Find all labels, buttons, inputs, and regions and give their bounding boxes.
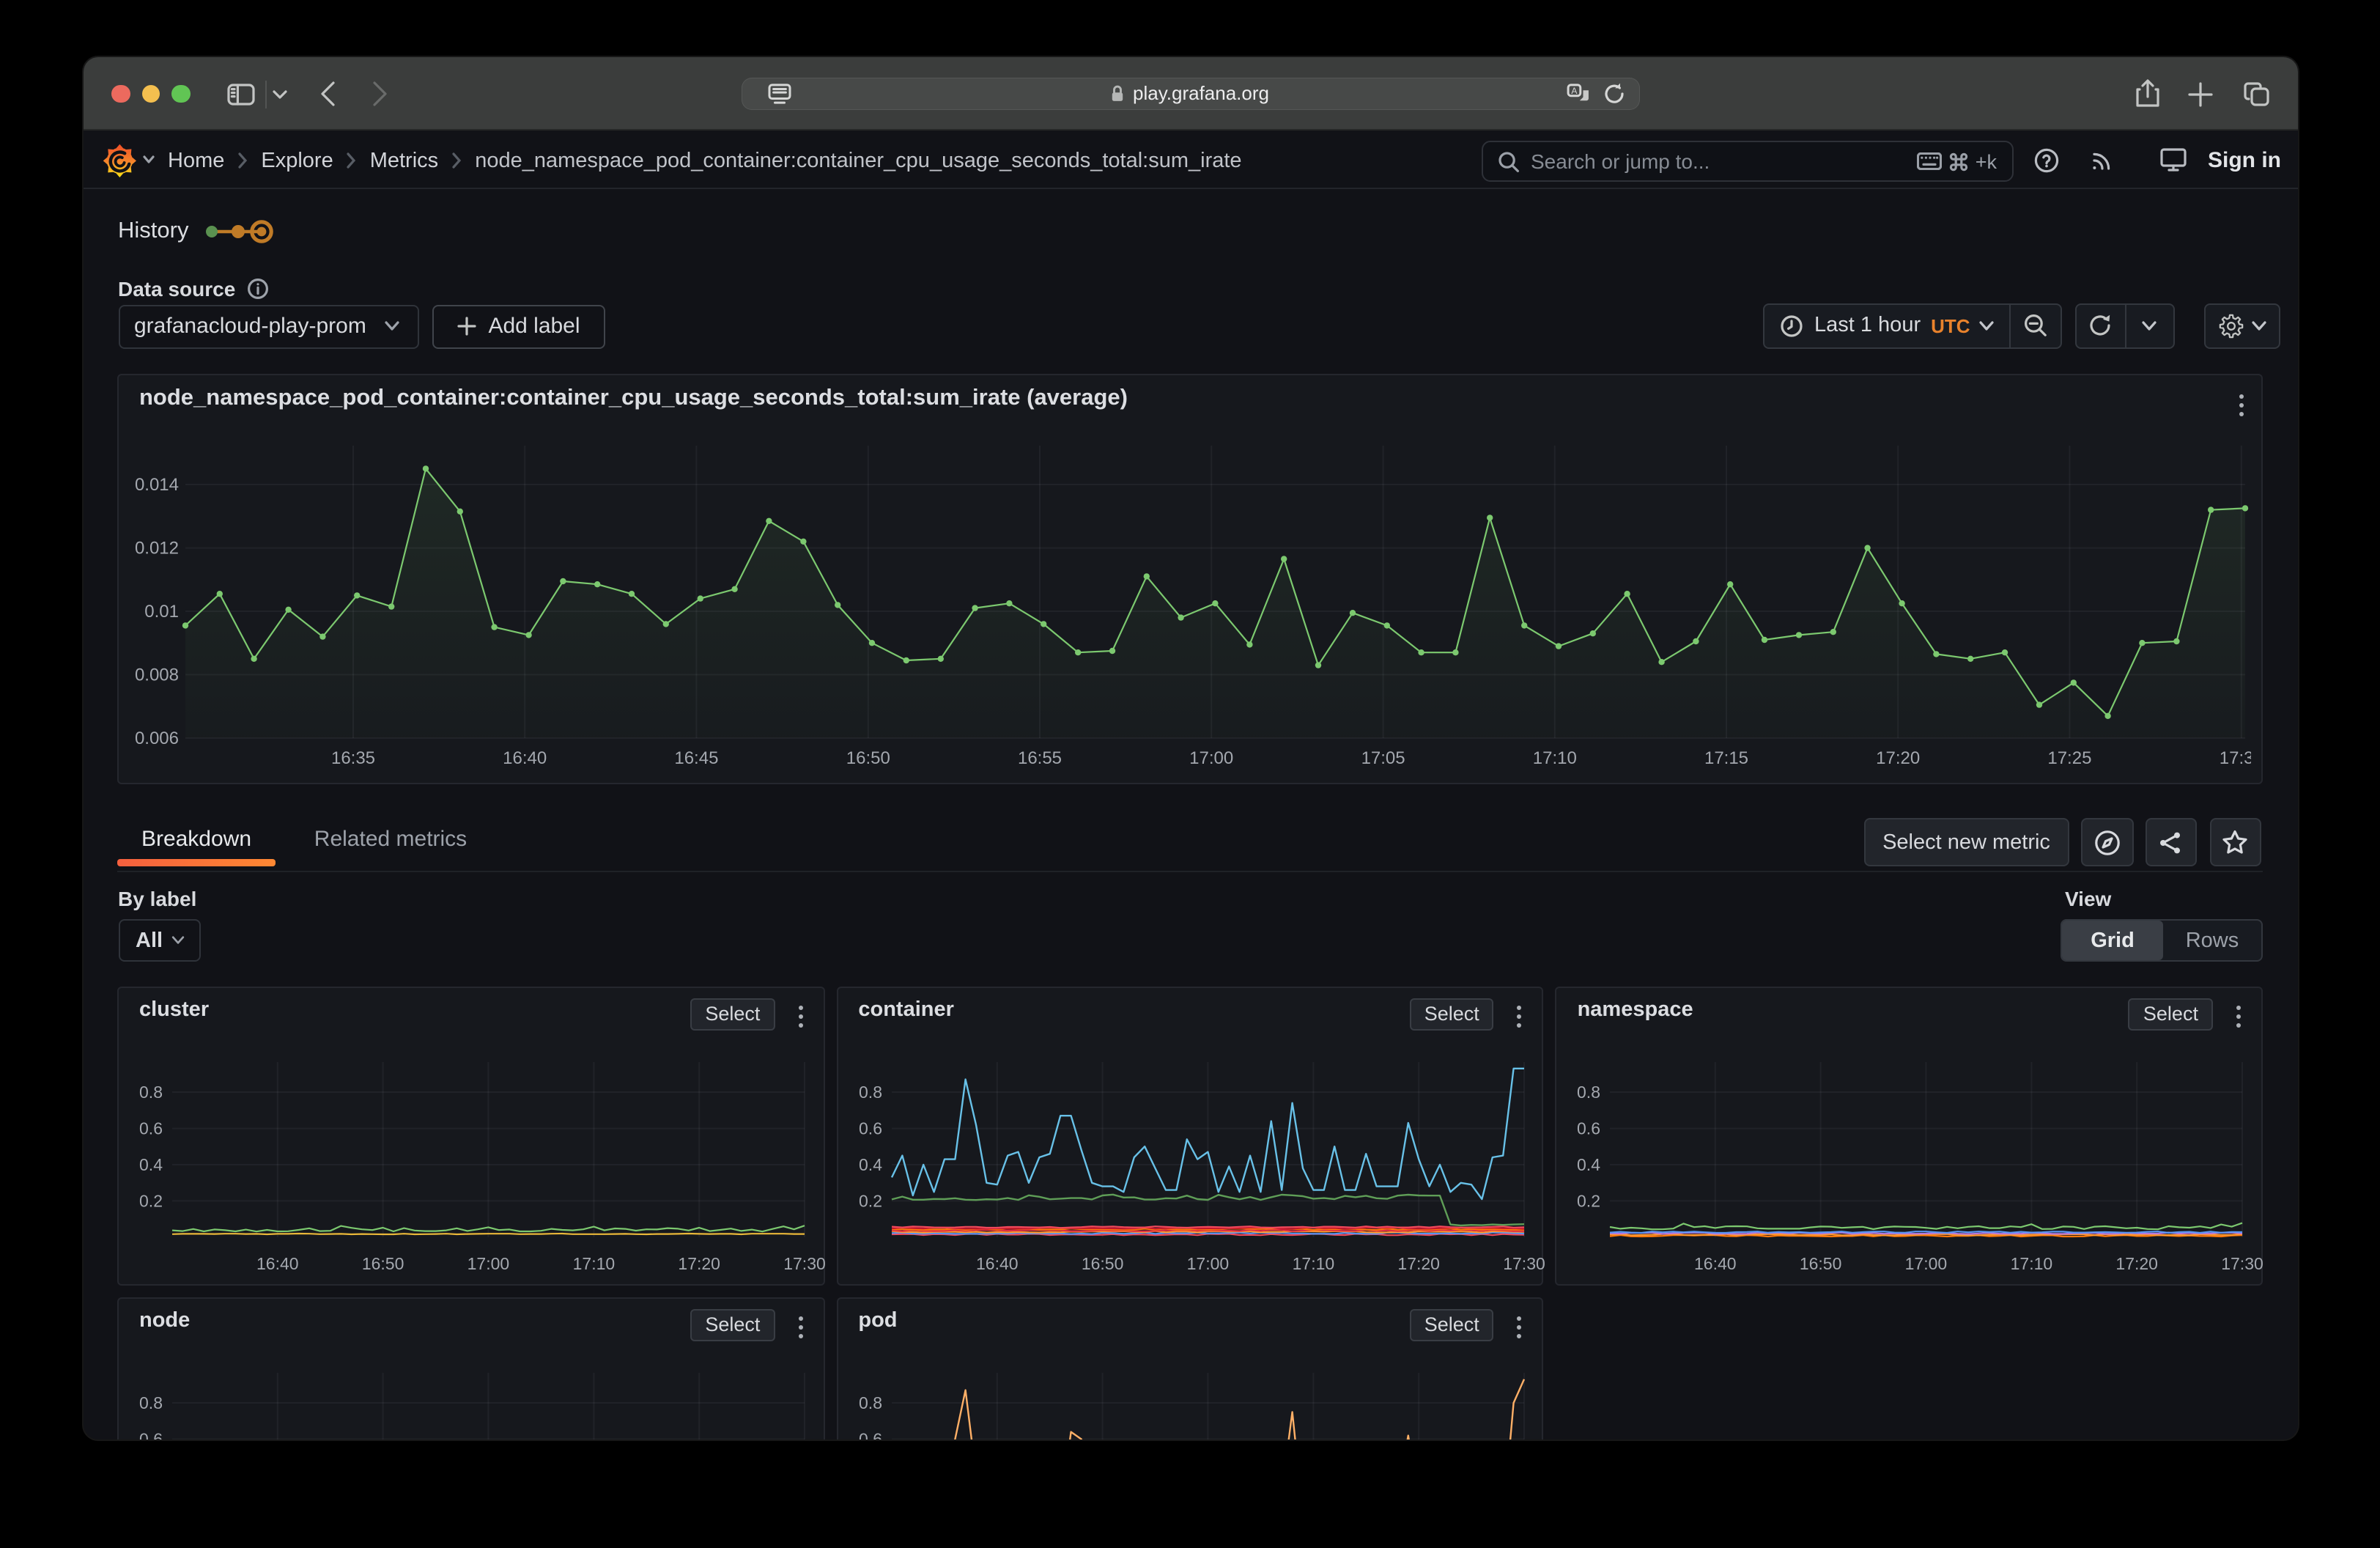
svg-text:0.6: 0.6 bbox=[139, 1430, 163, 1440]
svg-text:16:40: 16:40 bbox=[1695, 1254, 1737, 1273]
svg-text:17:00: 17:00 bbox=[468, 1254, 510, 1273]
svg-text:17:10: 17:10 bbox=[1533, 748, 1577, 768]
svg-text:17:30: 17:30 bbox=[2220, 748, 2263, 768]
svg-text:16:45: 16:45 bbox=[674, 748, 718, 768]
svg-text:0.4: 0.4 bbox=[139, 1155, 163, 1174]
svg-text:0.2: 0.2 bbox=[858, 1191, 882, 1210]
svg-text:0.4: 0.4 bbox=[858, 1155, 882, 1174]
svg-text:0.8: 0.8 bbox=[858, 1083, 882, 1102]
svg-text:16:40: 16:40 bbox=[503, 748, 547, 768]
svg-text:17:30: 17:30 bbox=[1503, 1254, 1545, 1273]
svg-text:17:20: 17:20 bbox=[678, 1254, 720, 1273]
svg-text:17:10: 17:10 bbox=[573, 1254, 616, 1273]
svg-text:0.8: 0.8 bbox=[858, 1393, 882, 1412]
svg-text:0.006: 0.006 bbox=[135, 729, 179, 748]
svg-text:A: A bbox=[1570, 86, 1577, 96]
svg-text:16:50: 16:50 bbox=[362, 1254, 404, 1273]
svg-text:0.8: 0.8 bbox=[139, 1083, 163, 1102]
svg-text:17:30: 17:30 bbox=[2222, 1254, 2264, 1273]
svg-text:16:50: 16:50 bbox=[1800, 1254, 1842, 1273]
svg-text:16:40: 16:40 bbox=[975, 1254, 1018, 1273]
svg-text:17:30: 17:30 bbox=[783, 1254, 826, 1273]
svg-text:17:10: 17:10 bbox=[2011, 1254, 2053, 1273]
svg-text:17:00: 17:00 bbox=[1189, 748, 1233, 768]
svg-text:17:15: 17:15 bbox=[1704, 748, 1748, 768]
svg-text:17:00: 17:00 bbox=[1186, 1254, 1229, 1273]
svg-text:17:20: 17:20 bbox=[1397, 1254, 1440, 1273]
svg-text:0.6: 0.6 bbox=[1578, 1119, 1601, 1138]
svg-text:0.8: 0.8 bbox=[139, 1393, 163, 1412]
svg-text:0.01: 0.01 bbox=[144, 602, 179, 622]
svg-text:17:10: 17:10 bbox=[1292, 1254, 1334, 1273]
svg-text:16:50: 16:50 bbox=[1081, 1254, 1123, 1273]
svg-text:16:35: 16:35 bbox=[331, 748, 375, 768]
svg-text:17:25: 17:25 bbox=[2047, 748, 2091, 768]
svg-text:0.6: 0.6 bbox=[139, 1119, 163, 1138]
svg-text:0.6: 0.6 bbox=[858, 1430, 882, 1440]
svg-text:16:40: 16:40 bbox=[256, 1254, 299, 1273]
svg-text:0.4: 0.4 bbox=[1578, 1155, 1601, 1174]
svg-text:16:50: 16:50 bbox=[846, 748, 890, 768]
svg-text:0.012: 0.012 bbox=[135, 539, 179, 559]
svg-text:17:20: 17:20 bbox=[1876, 748, 1920, 768]
svg-text:0.2: 0.2 bbox=[139, 1191, 163, 1210]
svg-text:0.008: 0.008 bbox=[135, 665, 179, 685]
svg-text:17:05: 17:05 bbox=[1361, 748, 1405, 768]
svg-text:0.8: 0.8 bbox=[1578, 1083, 1601, 1102]
svg-text:16:55: 16:55 bbox=[1018, 748, 1062, 768]
svg-text:0.2: 0.2 bbox=[1578, 1191, 1601, 1210]
svg-text:17:00: 17:00 bbox=[1905, 1254, 1948, 1273]
svg-text:0.6: 0.6 bbox=[858, 1119, 882, 1138]
svg-text:0.014: 0.014 bbox=[135, 475, 179, 495]
svg-text:17:20: 17:20 bbox=[2116, 1254, 2159, 1273]
